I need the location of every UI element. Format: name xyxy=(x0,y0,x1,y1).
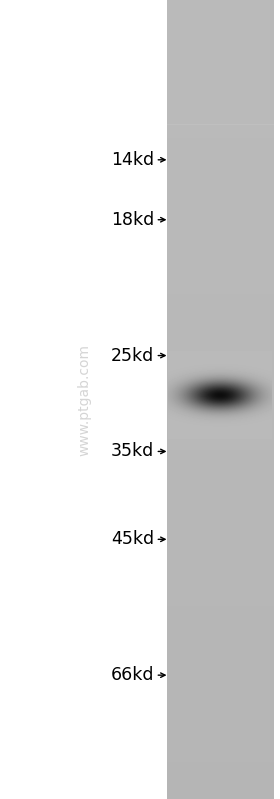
Text: 14kd: 14kd xyxy=(111,151,154,169)
Text: 66kd: 66kd xyxy=(111,666,154,684)
Text: 35kd: 35kd xyxy=(111,443,154,460)
Text: 18kd: 18kd xyxy=(111,211,154,229)
Text: 25kd: 25kd xyxy=(111,347,154,364)
Text: 45kd: 45kd xyxy=(111,531,154,548)
Text: www.ptgab.com: www.ptgab.com xyxy=(77,344,91,455)
